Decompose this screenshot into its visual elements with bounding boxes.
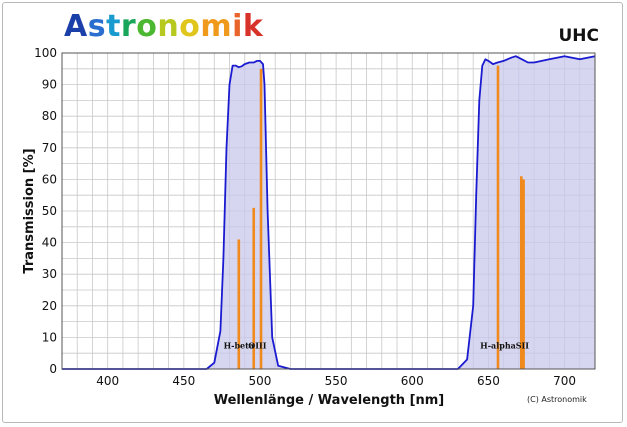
brand-logo: Astronomik: [64, 12, 263, 42]
x-axis-title: Wellenlänge / Wavelength [nm]: [214, 393, 445, 408]
logo-letter: s: [87, 9, 107, 44]
y-tick-label: 30: [42, 267, 57, 281]
y-tick-label: 50: [42, 204, 57, 218]
transmission-fill: [62, 56, 595, 369]
y-tick-label: 80: [42, 109, 57, 123]
y-tick-label: 0: [49, 362, 57, 376]
logo-letter: i: [232, 9, 243, 44]
emission-label-sii: SII: [516, 340, 530, 350]
x-axis-ticks: 400 450 500 550 600 650 700: [96, 374, 576, 388]
logo-letter: r: [120, 9, 137, 44]
copyright-text: (C) Astronomik: [527, 395, 587, 404]
x-tick-label: 450: [172, 374, 195, 388]
emission-label-oiii: OIII: [248, 340, 266, 350]
x-tick-label: 600: [401, 374, 424, 388]
emission-lines: [237, 65, 525, 369]
y-tick-label: 100: [34, 46, 57, 60]
logo-letter: o: [179, 9, 201, 44]
y-tick-label: 60: [42, 172, 57, 186]
emission-label-h-alpha: H-alpha: [480, 340, 516, 350]
filter-name-badge: UHC: [558, 26, 599, 46]
y-tick-label: 70: [42, 141, 57, 155]
x-tick-label: 400: [96, 374, 119, 388]
logo-letter: t: [106, 9, 121, 44]
y-axis-title: Transmission [%]: [22, 148, 37, 273]
y-tick-label: 10: [42, 330, 57, 344]
logo-letter: n: [157, 9, 180, 44]
logo-letter: A: [64, 9, 88, 44]
transmission-fill-area: [62, 56, 595, 369]
y-tick-label: 90: [42, 78, 57, 92]
y-tick-label: 20: [42, 299, 57, 313]
logo-letter: k: [242, 9, 264, 44]
y-tick-label: 40: [42, 236, 57, 250]
x-tick-label: 500: [249, 374, 272, 388]
x-tick-label: 550: [325, 374, 348, 388]
logo-letter: m: [200, 9, 233, 44]
y-axis-ticks: 0 10 20 30 40 50 60 70 80 90 100: [34, 46, 57, 376]
x-tick-label: 700: [553, 374, 576, 388]
emission-label-h-beta: H-beta: [224, 340, 254, 350]
logo-letter: o: [136, 9, 158, 44]
plot-border: [61, 52, 596, 370]
x-tick-label: 650: [477, 374, 500, 388]
